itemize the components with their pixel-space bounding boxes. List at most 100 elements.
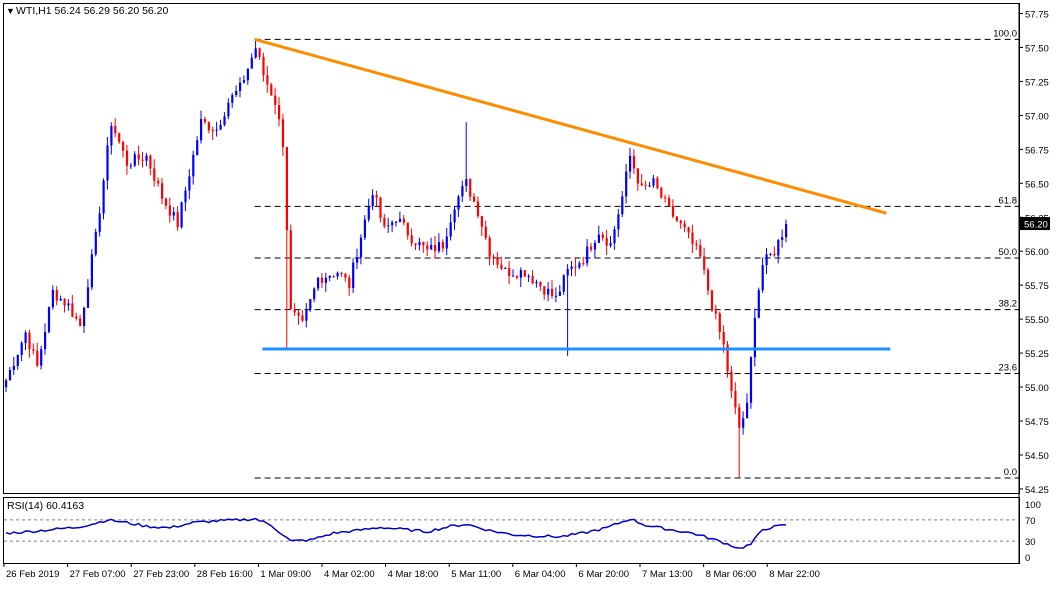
rsi-tick-label: 70 (1025, 516, 1036, 527)
candle-body (418, 241, 421, 246)
candle-body (203, 119, 207, 123)
candle-body (289, 230, 292, 310)
candle-body (457, 196, 460, 210)
candle-body (625, 171, 628, 197)
candle-body (102, 180, 105, 214)
candle-body (551, 288, 554, 296)
candle-body (500, 264, 503, 269)
price-tick-label: 56.00 (1025, 247, 1049, 258)
time-tick-label: 6 Mar 04:00 (515, 569, 566, 580)
candle-body (473, 196, 476, 202)
candle-body (12, 365, 15, 371)
candle-body (703, 256, 706, 270)
drawing-lines-layer (254, 37, 891, 351)
candle-body (184, 190, 187, 203)
candle-body (246, 68, 249, 81)
candle-body (434, 245, 437, 252)
candle-body (281, 119, 285, 148)
candle-body (207, 122, 210, 131)
candle-body (515, 275, 519, 278)
candle-body (683, 223, 686, 228)
resistance-trendline[interactable] (254, 37, 887, 215)
time-tick-label: 26 Feb 2019 (6, 569, 59, 580)
candle-body (215, 129, 218, 131)
price-tick-label: 54.75 (1025, 417, 1049, 428)
candle-body (621, 196, 624, 215)
candle-body (367, 206, 370, 220)
candle-body (512, 275, 515, 277)
candle-body (543, 286, 546, 295)
candle-body (55, 290, 58, 301)
candle-body (239, 82, 242, 91)
candle-body (453, 209, 456, 223)
candles-layer (5, 39, 788, 479)
current-price-label: 56.20 (1024, 220, 1048, 231)
time-tick-label: 28 Feb 16:00 (197, 569, 253, 580)
candle-body (106, 145, 109, 181)
fib-level-label: 38.2 (999, 299, 1018, 310)
candle-body (632, 155, 636, 169)
candle-body (469, 179, 472, 197)
candle-body (157, 180, 160, 184)
candle-body (28, 332, 31, 350)
candle-body (98, 213, 101, 232)
candle-body (742, 418, 745, 428)
candle-body (668, 197, 671, 206)
price-tick-label: 57.25 (1025, 77, 1049, 88)
candle-body (410, 235, 413, 244)
candle-body (129, 165, 132, 167)
candle-body (558, 291, 561, 296)
candle-body (235, 90, 238, 96)
candle-body (24, 332, 27, 343)
candle-body (332, 276, 335, 278)
candle-body (227, 102, 230, 117)
rsi-panel[interactable] (3, 497, 1020, 564)
main-chart-panel[interactable] (3, 3, 1020, 494)
time-tick-label: 4 Mar 18:00 (388, 569, 439, 580)
candle-body (359, 237, 363, 258)
rsi-tick-label: 100 (1025, 500, 1041, 511)
candle-body (278, 105, 281, 120)
candle-body (601, 234, 604, 238)
price-tick-label: 57.75 (1025, 10, 1049, 21)
candle-body (219, 124, 222, 130)
candle-body (63, 298, 66, 306)
symbol-dropdown-icon[interactable]: ▼ (6, 6, 15, 16)
candle-body (324, 277, 327, 283)
candle-body (32, 349, 35, 351)
candle-body (562, 275, 565, 292)
candle-body (640, 183, 643, 186)
fib-level-label: 61.8 (999, 195, 1018, 206)
candle-body (586, 246, 589, 264)
candle-body (375, 195, 378, 198)
candle-body (192, 154, 195, 177)
candle-body (231, 95, 234, 103)
candle-body (675, 216, 678, 221)
candle-body (648, 185, 651, 187)
current-price-tag (1020, 217, 1050, 231)
candle-body (379, 197, 382, 218)
candle-body (590, 246, 593, 250)
rsi-layer (4, 517, 1019, 549)
fib-levels-layer: 100.0 61.8 50.0 38.2 23.6 0.0 (254, 28, 1019, 479)
candle-body (348, 277, 351, 289)
candle-body (523, 270, 526, 277)
candle-body (597, 234, 600, 243)
candle-body (636, 168, 639, 184)
candle-body (305, 309, 308, 321)
candle-body (445, 236, 448, 249)
price-tick-label: 55.00 (1025, 383, 1049, 394)
candle-body (629, 155, 632, 172)
candle-body (554, 295, 558, 297)
candle-body (67, 303, 70, 306)
candle-body (476, 201, 480, 216)
candle-body (164, 198, 168, 206)
candle-body (352, 262, 355, 289)
candle-body (122, 141, 125, 151)
candle-body (414, 243, 417, 246)
candle-body (710, 290, 714, 311)
candle-body (535, 282, 538, 284)
symbol-ohlc-header: WTI,H1 56.24 56.29 56.20 56.20 (16, 5, 169, 17)
